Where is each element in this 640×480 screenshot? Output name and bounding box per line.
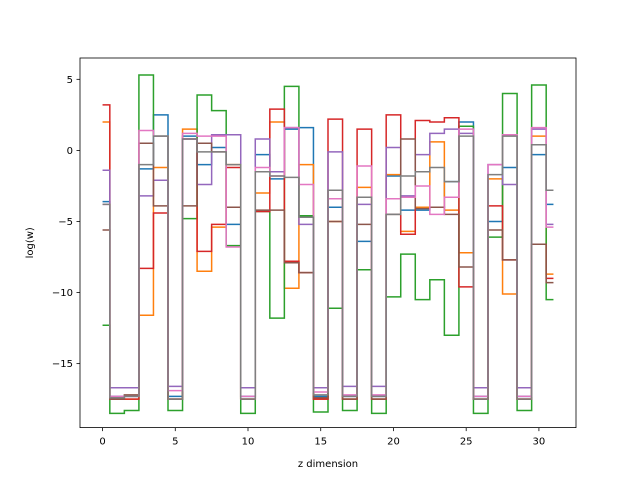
- x-tick-label: 10: [242, 437, 255, 448]
- y-axis-ticks: 5 0 −5 −10 −15: [52, 75, 80, 370]
- y-tick-label: −15: [52, 359, 73, 370]
- x-tick-label: 25: [460, 437, 473, 448]
- x-axis-label: z dimension: [298, 459, 358, 470]
- y-tick-label: −5: [58, 217, 73, 228]
- y-tick-label: 0: [67, 146, 73, 157]
- x-tick-label: 5: [172, 437, 178, 448]
- series-line-8: [102, 135, 554, 400]
- x-tick-label: 20: [387, 437, 400, 448]
- y-tick-label: −10: [52, 288, 73, 299]
- series-layer: [102, 74, 554, 415]
- x-tick-label: 0: [99, 437, 105, 448]
- y-axis-label: log(w): [25, 227, 36, 258]
- x-tick-label: 15: [314, 437, 327, 448]
- plot-frame: [79, 57, 577, 429]
- y-tick-label: 5: [67, 75, 73, 86]
- x-axis-ticks: 0 5 10 15 20 25 30: [99, 427, 546, 448]
- x-tick-label: 30: [533, 437, 546, 448]
